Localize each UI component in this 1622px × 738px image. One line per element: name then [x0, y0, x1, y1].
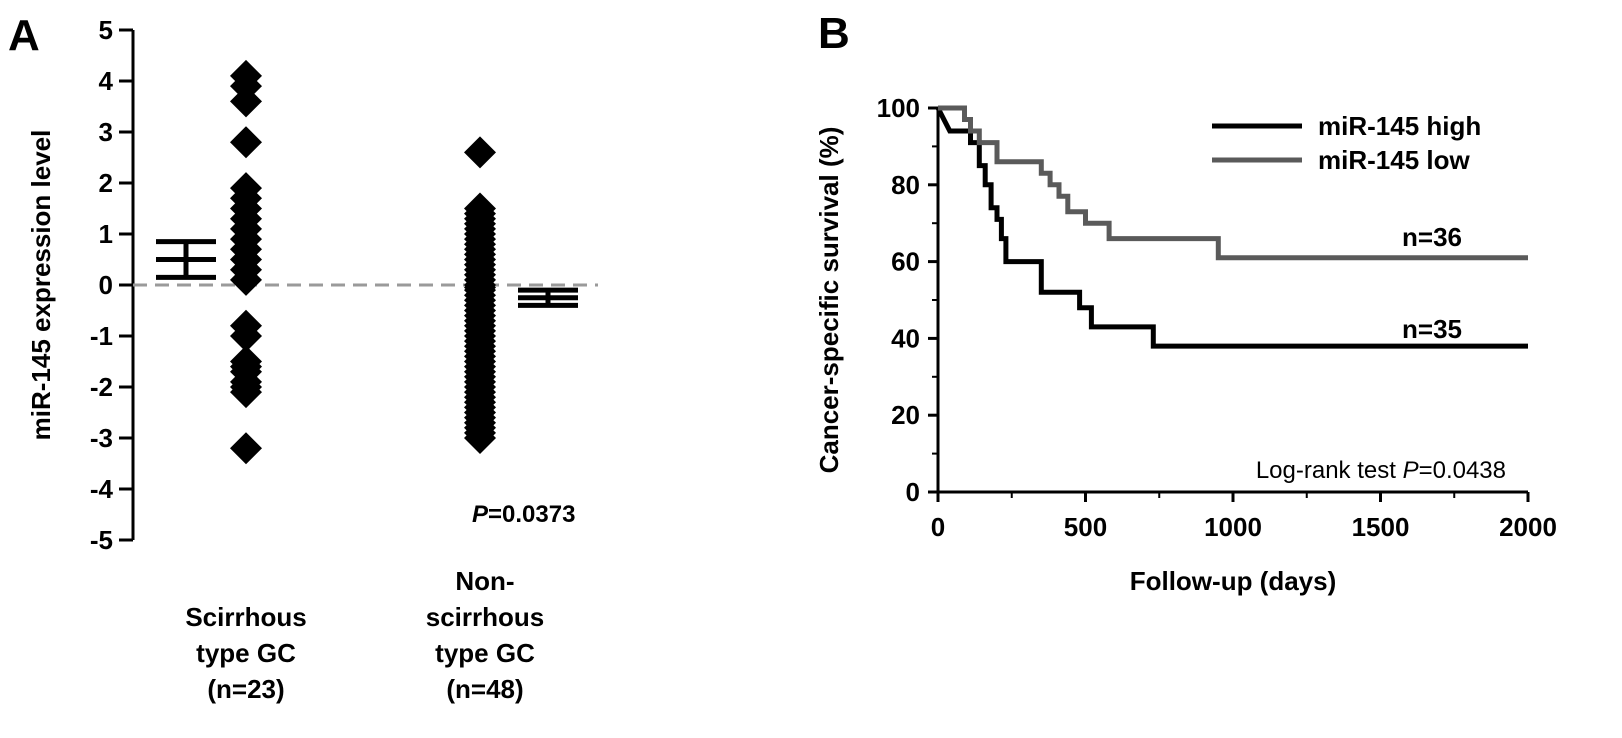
panel-a-p-value: P=0.0373 [472, 501, 575, 528]
panel-b-n-label: n=36 [1402, 222, 1462, 252]
panel-a-data-point [230, 432, 262, 465]
panel-a-data-point [230, 320, 262, 352]
panel-a-data-point [230, 376, 262, 409]
panel-b-y-axis-label: Cancer-specific survival (%) [814, 127, 844, 474]
panel-b-n-labels: n=35 n=36 [1402, 222, 1462, 344]
panel-a-group-label: scirrhous [426, 602, 545, 632]
panel-b-y-tick-label: 60 [891, 247, 920, 277]
panel-a-y-tick-label: -3 [90, 423, 113, 453]
panel-b-y-tick-label: 40 [891, 323, 920, 353]
panel-b-x-tick-label: 0 [931, 512, 945, 542]
panel-b-legend: miR-145 high miR-145 low [1212, 111, 1481, 175]
panel-a-data-point [464, 422, 496, 454]
panel-b-label: B [818, 9, 850, 58]
panel-a-group-label: (n=48) [446, 674, 523, 704]
panel-b-y-tick-label: 0 [906, 477, 920, 507]
panel-b-y-ticks: 0 20 40 60 80 100 [877, 93, 938, 507]
panel-a-y-tick-label: 4 [99, 66, 114, 96]
panel-a-y-tick-label: 3 [99, 117, 113, 147]
panel-a-group-label: type GC [196, 638, 296, 668]
panel-a-group-label: Scirrhous [185, 602, 306, 632]
panel-a-y-tick-label: 5 [99, 15, 113, 45]
panel-a-group-label: (n=23) [207, 674, 284, 704]
panel-a-y-tick-label: 0 [99, 270, 113, 300]
panel-b-y-tick-label: 80 [891, 170, 920, 200]
panel-a-y-ticks: 5 4 3 2 1 0 -1 -2 -3 -4 -5 [90, 15, 133, 555]
panel-a-error-bars [156, 239, 578, 308]
panel-a-data-point [230, 85, 262, 118]
panel-b-x-axis-label: Follow-up (days) [1130, 566, 1337, 596]
panel-a-data-point [464, 271, 496, 304]
panel-a-data-point [230, 126, 262, 159]
panel-b-y-tick-label: 100 [877, 93, 920, 123]
panel-b-legend-label: miR-145 low [1318, 145, 1470, 175]
panel-b-survival-curves [935, 105, 1528, 349]
panel-b-x-ticks: 0 500 1000 1500 2000 [931, 492, 1557, 542]
panel-a-y-tick-label: 2 [99, 168, 113, 198]
panel-b-log-rank-annotation: Log-rank test P=0.0438 [1256, 457, 1506, 484]
panel-a-y-tick-label: -5 [90, 525, 113, 555]
panel-b-x-tick-label: 2000 [1499, 512, 1557, 542]
panel-a-group-label: Non- [455, 566, 514, 596]
panel-a-y-tick-label: -2 [90, 372, 113, 402]
panel-b-x-tick-label: 500 [1064, 512, 1107, 542]
panel-a-group-label: type GC [435, 638, 535, 668]
panel-a-scatter-chart: A miR-145 expression level 5 4 3 2 1 0 -1 -2 -3 -… [8, 11, 598, 704]
panel-b-series-line [938, 105, 1528, 261]
panel-a-data-point [464, 136, 496, 169]
panel-a-y-axis-label: miR-145 expression level [26, 130, 56, 441]
panel-b-legend-label: miR-145 high [1318, 111, 1481, 141]
panel-b-survival-chart: B Cancer-specific survival (%) Follow-up… [814, 9, 1557, 596]
panel-b-x-tick-label: 1000 [1204, 512, 1262, 542]
panel-b-x-tick-label: 1500 [1352, 512, 1410, 542]
panel-a-y-tick-label: -1 [90, 321, 113, 351]
panel-b-n-label: n=35 [1402, 314, 1462, 344]
panel-a-points [230, 59, 496, 465]
panel-a-data-point [230, 263, 262, 296]
panel-a-label: A [8, 11, 40, 60]
panel-b-series-line [935, 106, 1528, 349]
panel-a-y-tick-label: -4 [90, 474, 114, 504]
panel-b-y-tick-label: 20 [891, 400, 920, 430]
panel-a-y-tick-label: 1 [99, 219, 113, 249]
panel-a-group-labels: Scirrhous type GC (n=23) Non-scirrhous type … [185, 566, 544, 704]
